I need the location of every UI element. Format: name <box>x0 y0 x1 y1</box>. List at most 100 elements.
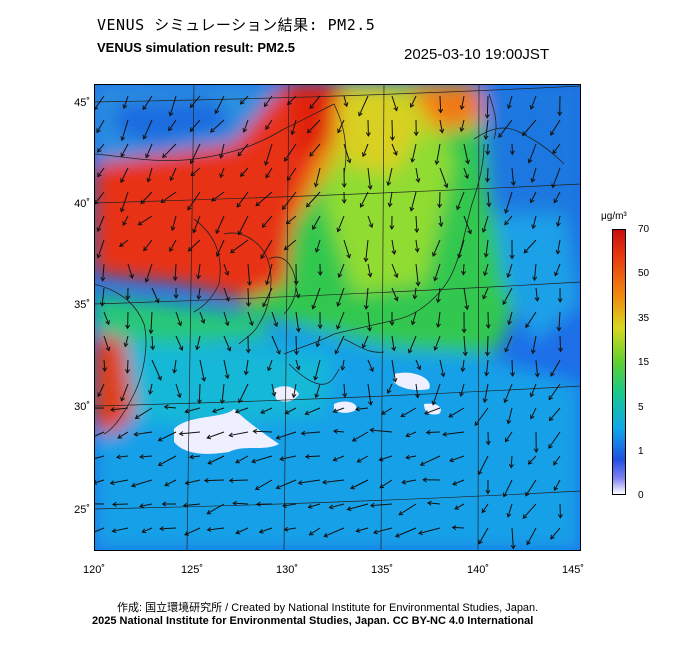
wind-arrow-shaft <box>94 431 105 437</box>
wind-arrow-head <box>389 321 395 326</box>
wind-arrow-head <box>342 393 348 398</box>
wind-arrow-head <box>393 296 399 302</box>
wind-arrow-shaft <box>223 311 229 326</box>
colorbar-label-15: 15 <box>638 357 650 368</box>
wind-arrow-head <box>219 399 225 405</box>
clean-air-patches <box>174 372 441 454</box>
wind-arrow-shaft <box>184 527 201 536</box>
coastlines <box>94 93 565 435</box>
wind-arrow-head <box>334 349 340 355</box>
wind-arrow-shaft <box>531 167 537 183</box>
wind-arrow-head <box>531 224 537 230</box>
wind-arrow-head <box>350 484 355 490</box>
wind-arrow-head <box>346 158 352 164</box>
wind-arrow-shaft <box>215 215 225 234</box>
wind-arrow-shaft <box>381 407 393 415</box>
wind-arrow-head <box>290 130 296 136</box>
wind-arrow-head <box>232 500 237 506</box>
wind-arrow-shaft <box>286 167 297 181</box>
wind-arrow-shaft <box>391 119 394 141</box>
wind-arrow-shaft <box>432 239 441 257</box>
wind-arrow-head <box>120 396 125 402</box>
wind-arrow-shaft <box>179 431 201 435</box>
wind-arrow-head <box>449 457 455 463</box>
wind-arrow-head <box>555 249 561 255</box>
wind-arrow-head <box>387 202 393 208</box>
wind-arrow-shaft <box>151 359 162 381</box>
wind-arrow-head <box>177 321 183 327</box>
wind-arrow-head <box>295 293 301 299</box>
wind-arrow-shaft <box>391 239 395 255</box>
wind-arrow-head <box>502 300 507 306</box>
wind-arrow-head <box>386 181 392 187</box>
wind-arrow-shaft <box>427 502 441 505</box>
wind-arrow-shaft <box>158 455 177 466</box>
wind-arrow-head <box>522 514 528 519</box>
wind-arrow-head <box>293 280 299 286</box>
wind-arrow-shaft <box>147 167 153 182</box>
wind-arrow-head <box>196 295 202 301</box>
wind-arrow-head <box>168 111 174 117</box>
wind-arrow-shaft <box>260 407 273 414</box>
wind-arrow-head <box>305 202 311 208</box>
wind-arrow-head <box>214 109 220 115</box>
wind-arrow-head <box>148 329 154 335</box>
wind-arrow-head <box>273 322 279 328</box>
wind-arrow-shaft <box>528 143 537 163</box>
wind-arrow-head <box>431 400 437 406</box>
wind-arrow-head <box>553 486 559 492</box>
wind-arrow-head <box>504 437 510 443</box>
wind-arrow-shaft <box>484 383 489 403</box>
wind-arrow-head <box>414 228 420 234</box>
wind-arrow-head <box>419 461 425 466</box>
wind-arrow-head <box>111 528 117 534</box>
wind-arrow-shaft <box>238 383 249 403</box>
wind-arrow-shaft <box>259 527 273 533</box>
wind-arrow-shaft <box>400 407 417 417</box>
wind-arrow-shaft <box>140 191 153 204</box>
wind-arrow-shaft <box>367 359 374 372</box>
wind-arrow-head <box>284 409 290 415</box>
lon-label-125: 125˚ <box>180 564 204 576</box>
wind-arrow-head <box>203 477 209 483</box>
wind-arrow-shaft <box>498 119 513 138</box>
wind-arrow-head <box>474 421 480 427</box>
wind-arrow-shaft <box>452 526 465 529</box>
wind-arrow-head <box>314 393 320 399</box>
wind-arrow-head <box>123 342 129 348</box>
wind-arrow-shaft <box>145 143 153 158</box>
wind-arrow-head <box>481 508 487 514</box>
wind-arrow-head <box>336 324 341 330</box>
wind-arrow-shaft <box>343 383 346 397</box>
wind-arrow-head <box>189 127 195 132</box>
wind-arrow-shaft <box>432 383 441 405</box>
wind-arrow-shaft <box>189 455 201 458</box>
wind-arrow-shaft <box>284 239 297 251</box>
wind-arrow-shaft <box>402 479 417 484</box>
wind-arrow-shaft <box>478 527 489 544</box>
wind-arrow-head <box>260 409 266 414</box>
wind-arrow-shaft <box>358 95 369 116</box>
wind-arrow-head <box>255 501 261 507</box>
wind-arrow-shaft <box>164 479 177 487</box>
wind-arrow-head <box>168 126 173 132</box>
license-text: 2025 National Institute for Environmenta… <box>92 615 534 627</box>
wind-arrow-shaft <box>395 527 417 537</box>
wind-arrow-head <box>392 377 398 383</box>
wind-arrow-shaft <box>171 215 177 231</box>
wind-arrow-head <box>148 389 153 395</box>
wind-arrow-head <box>336 301 342 307</box>
wind-arrow-head <box>394 532 400 538</box>
wind-arrow-head <box>346 506 352 512</box>
wind-arrow-head <box>211 408 217 414</box>
wind-arrow-shaft <box>507 263 513 278</box>
lat-label-40: 40˚ <box>74 198 90 210</box>
wind-arrow-shaft <box>185 479 201 484</box>
timestamp: 2025-03-10 19:00JST <box>404 46 550 63</box>
wind-arrow-shaft <box>124 335 129 347</box>
wind-arrow-head <box>557 347 563 353</box>
wind-arrow-shaft <box>174 263 177 281</box>
wind-arrow-shaft <box>557 239 561 254</box>
pm25-map <box>94 84 581 551</box>
wind-arrow-shaft <box>426 431 441 434</box>
